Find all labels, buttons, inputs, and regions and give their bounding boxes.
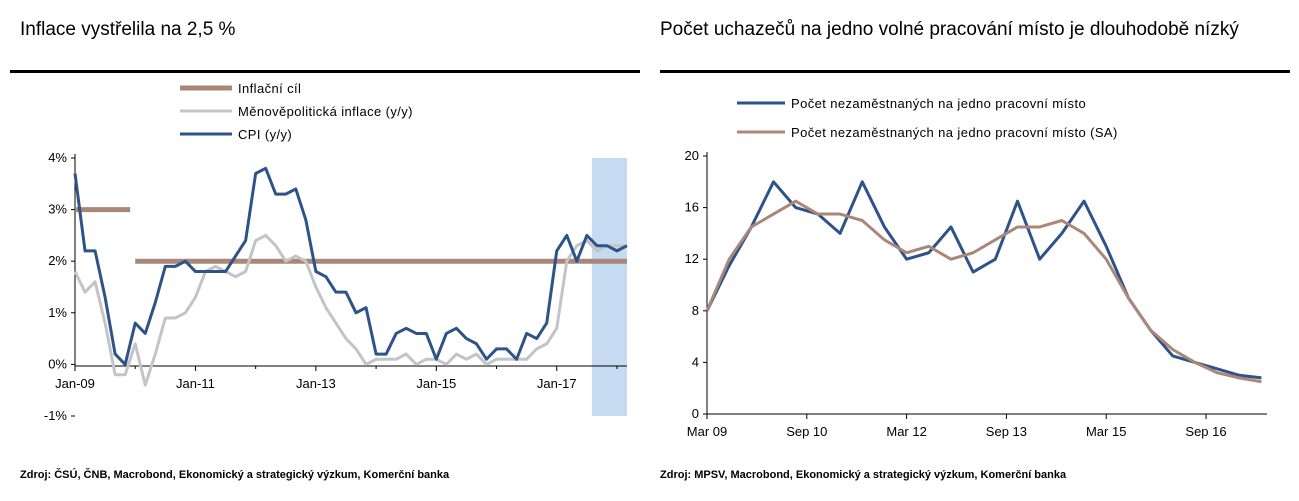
- x-tick-label: Jan-17: [537, 376, 577, 391]
- legend-label-1: Počet nezaměstnaných na jedno pracovní m…: [791, 125, 1118, 140]
- forecast-shaded-region: [591, 158, 627, 416]
- legend-label-2: CPI (y/y): [238, 127, 292, 142]
- right-chart-title: Počet uchazečů na jedno volné pracování …: [660, 19, 1239, 40]
- x-tick-label: Sep 10: [786, 424, 827, 439]
- x-tick-label: Jan-13: [296, 376, 336, 391]
- x-tick-label: Mar 09: [687, 424, 727, 439]
- y-tick-label: 3%: [48, 202, 67, 217]
- left-chart-title: Inflace vystřelila na 2,5 %: [20, 19, 236, 40]
- left-chart: 4% 3% 2% 1% 0% -1% Jan-09 Jan-11 Jan-13 Jan-15 Jan…: [44, 81, 628, 423]
- y-tick-label: -1%: [44, 408, 68, 423]
- x-tick-label: Jan-15: [416, 376, 456, 391]
- legend-label-0: Počet nezaměstnaných na jedno pracovní m…: [791, 96, 1086, 111]
- y-tick-label: 20: [685, 148, 699, 163]
- left-chart-source: Zdroj: ČSÚ, ČNB, Macrobond, Ekonomický a…: [20, 469, 450, 481]
- series-line-1: [705, 199, 1262, 384]
- x-tick-label: Sep 13: [986, 424, 1027, 439]
- y-tick-label: 12: [685, 251, 699, 266]
- right-chart-panel: Počet uchazečů na jedno volné pracování …: [655, 0, 1299, 501]
- x-tick-label: Jan-09: [55, 376, 95, 391]
- y-tick-label: 4: [692, 354, 699, 369]
- series-line-1: [73, 233, 627, 387]
- left-chart-panel: Inflace vystřelila na 2,5 % 4% 3% 2% 1% 0% -1…: [0, 0, 640, 501]
- x-tick-label: Mar 15: [1086, 424, 1126, 439]
- x-tick-label: Jan-11: [176, 376, 215, 391]
- x-tick-label: Sep 16: [1185, 424, 1226, 439]
- x-tick-label: Mar 12: [886, 424, 926, 439]
- legend-label-1: Měnověpolitická inflace (y/y): [238, 104, 413, 119]
- right-title-rule: [660, 70, 1290, 73]
- y-tick-label: 0: [692, 406, 699, 421]
- y-tick-label: 0%: [48, 356, 67, 371]
- y-tick-label: 8: [692, 303, 699, 318]
- y-tick-label: 1%: [48, 305, 67, 320]
- right-chart-source: Zdroj: MPSV, Macrobond, Ekonomický a str…: [660, 469, 1067, 481]
- right-chart: 20 16 12 8 4 0 Mar 09 Sep 10 Mar 12 Sep 13 Mar 15 S…: [685, 96, 1267, 439]
- left-title-rule: [10, 70, 640, 73]
- series-line-2: [73, 166, 628, 366]
- y-tick-label: 16: [685, 200, 699, 215]
- series-line-0: [705, 180, 1262, 380]
- y-tick-label: 4%: [48, 150, 67, 165]
- y-tick-label: 2%: [48, 253, 67, 268]
- legend-label-0: Inflační cíl: [238, 81, 301, 96]
